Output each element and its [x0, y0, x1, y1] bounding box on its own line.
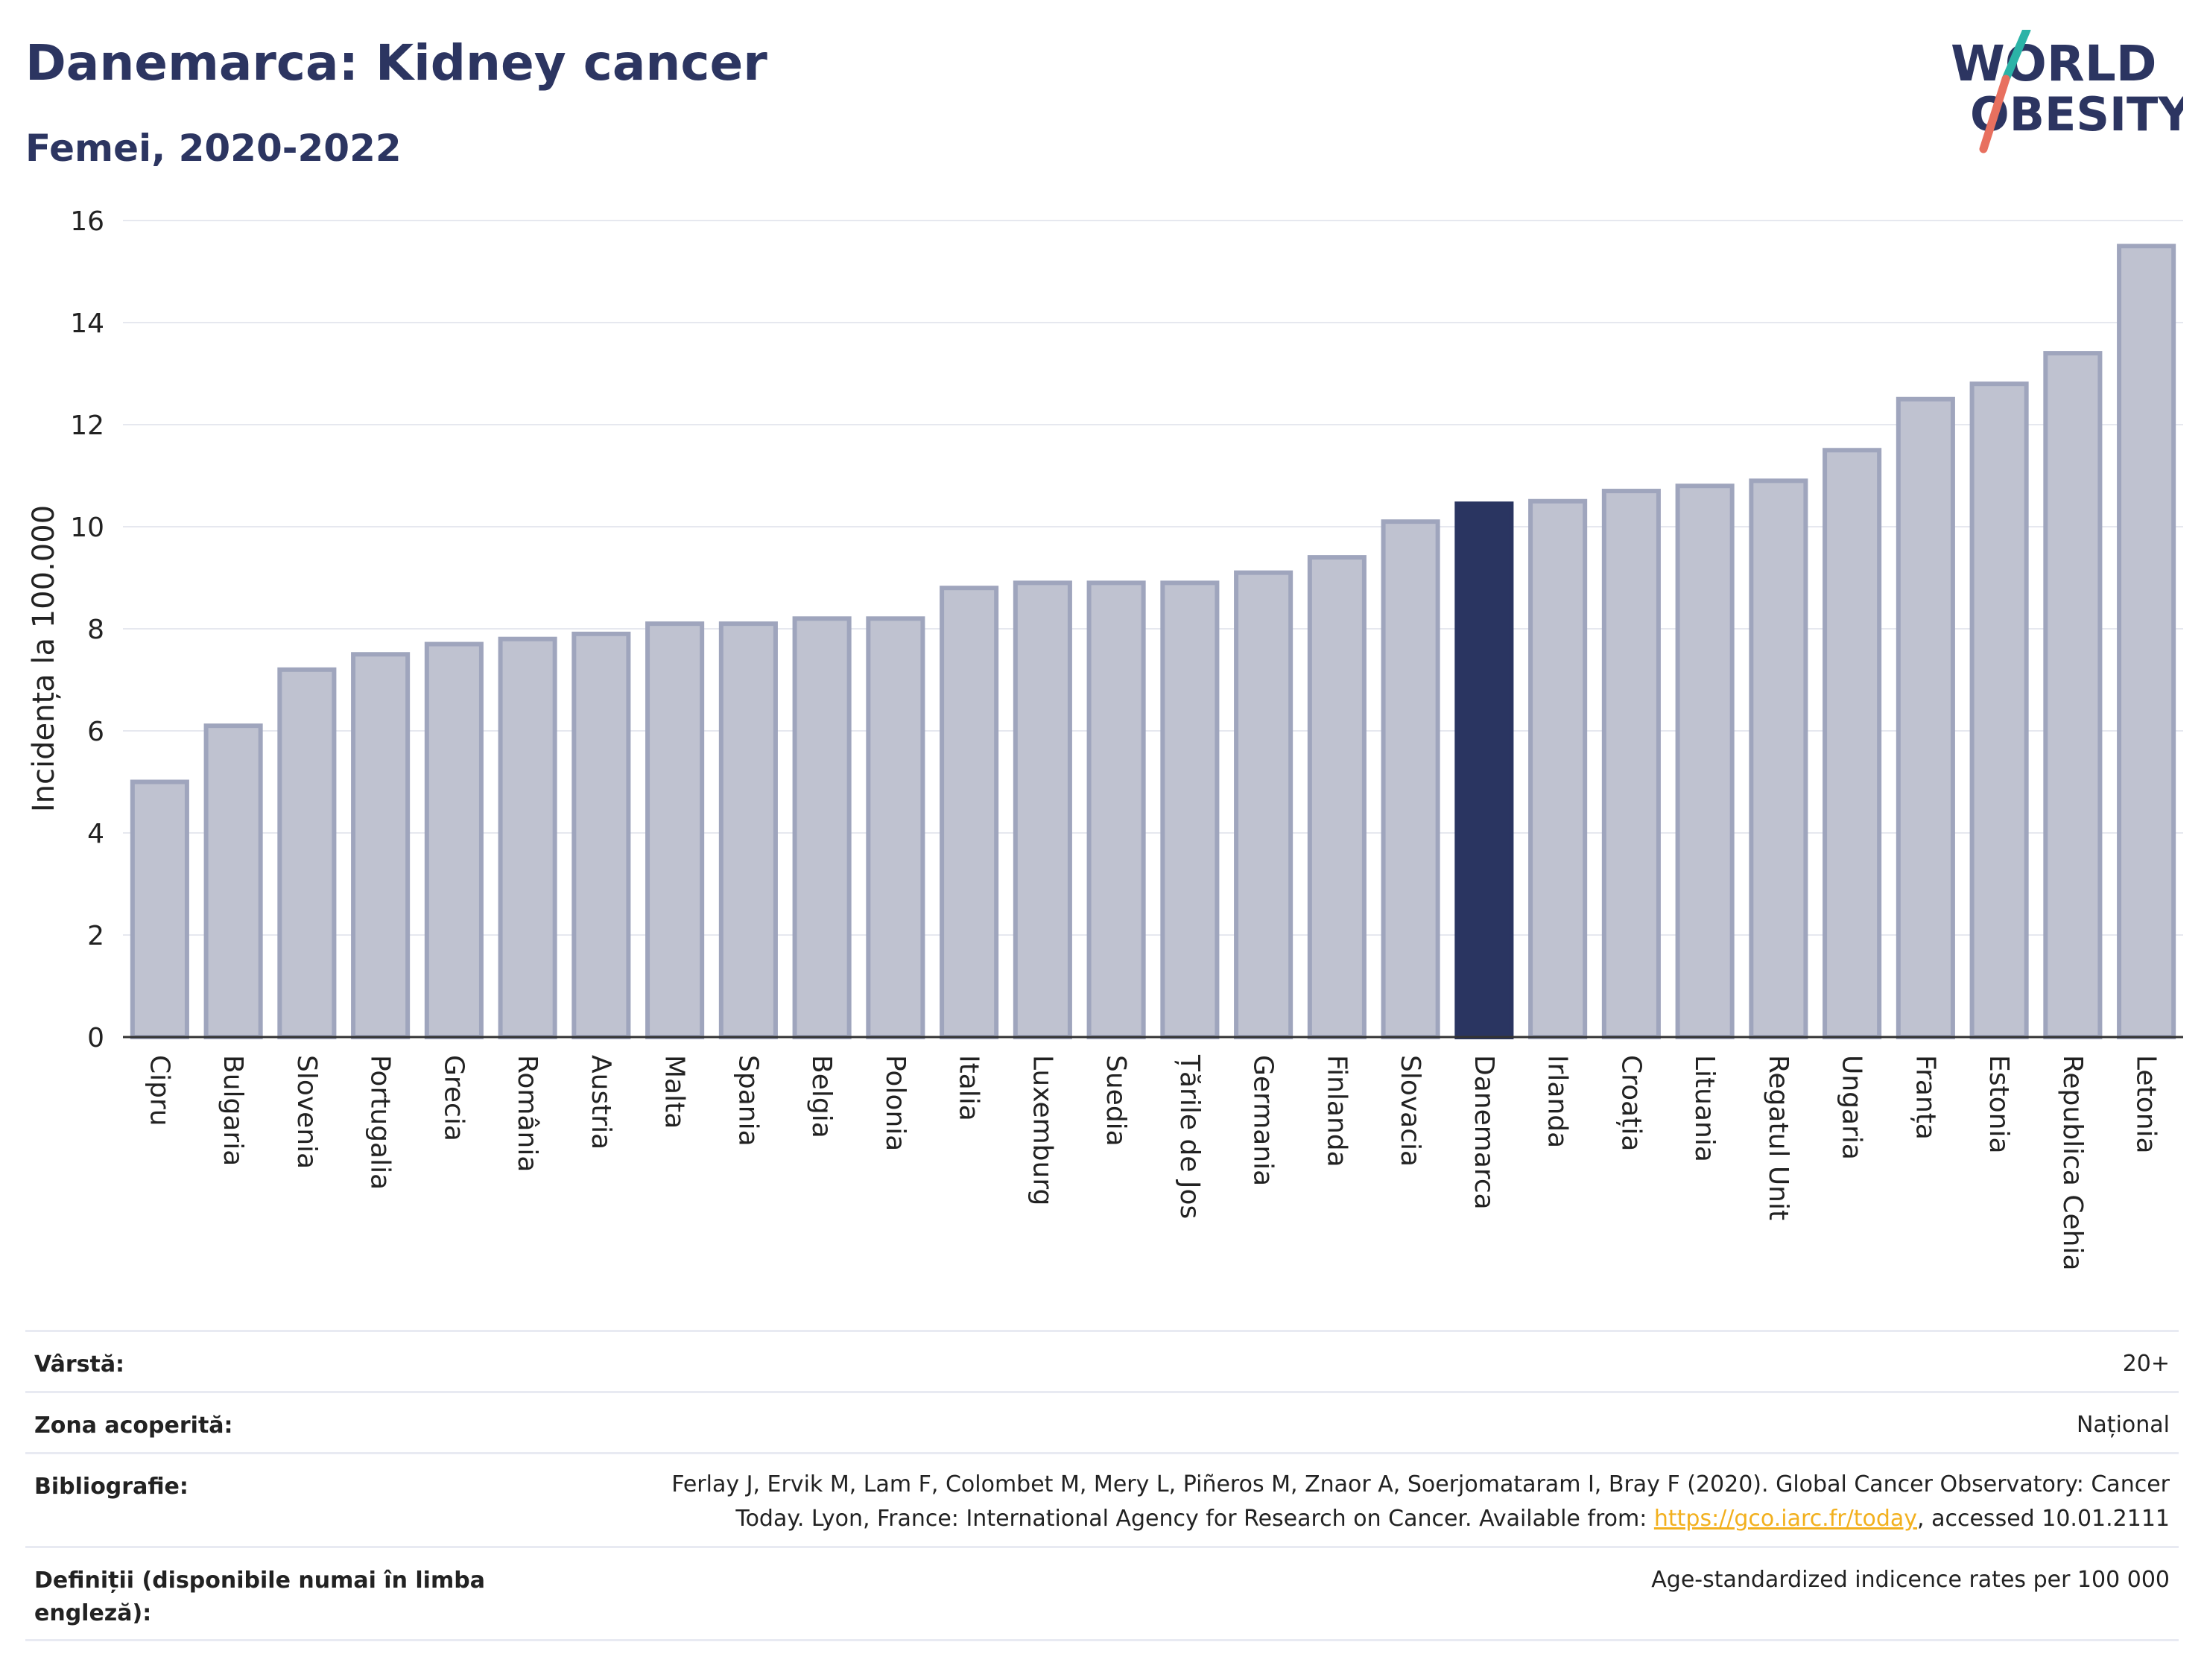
logo-slash-coral: [1979, 75, 2010, 153]
info-row-area: Zona acoperită: Național: [25, 1391, 2179, 1454]
bar-highlight: [1454, 501, 1514, 1039]
definitions-label: Definiții (disponibile numai în limba en…: [34, 1565, 485, 1630]
bar: [940, 586, 999, 1039]
x-tick-label: Irlanda: [1542, 1055, 1573, 1148]
x-tick-label: Estonia: [1983, 1055, 2014, 1154]
x-tick-label: Cipru: [144, 1055, 174, 1126]
y-tick-label: 14: [70, 308, 104, 339]
bar: [645, 621, 705, 1039]
bar: [571, 631, 631, 1039]
bibliography-line-2: Today. Lyon, France: International Agenc…: [307, 1502, 2170, 1536]
x-tick-label: Belgia: [806, 1055, 837, 1138]
page-subtitle: Femei, 2020-2022: [25, 127, 402, 170]
y-tick-label: 12: [70, 411, 104, 441]
x-tick-label: Malta: [659, 1055, 690, 1129]
x-tick-label: Danemarca: [1469, 1055, 1499, 1210]
bar-chart: 0 2 4 6 8 10 12 14 16 Incidența la 100.000 Cipru Bu…: [27, 206, 2183, 1271]
x-tick-label: Letonia: [2131, 1055, 2162, 1154]
definitions-value: Age-standardized indicence rates per 100…: [1651, 1567, 2170, 1593]
x-tick-label: Spania: [732, 1055, 763, 1147]
x-tick-label: Italia: [954, 1055, 984, 1121]
bar: [1381, 519, 1440, 1039]
x-tick-label: Ungaria: [1837, 1055, 1867, 1160]
bar: [1969, 381, 2029, 1039]
bibliography-line-1: Ferlay J, Ervik M, Lam F, Colombet M, Me…: [671, 1471, 2170, 1497]
x-tick-label: Slovacia: [1395, 1055, 1425, 1167]
bar: [130, 779, 189, 1039]
age-value: 20+: [2122, 1351, 2170, 1377]
info-row-age: Vârstă: 20+: [25, 1330, 2179, 1393]
bar: [498, 636, 557, 1039]
x-tick-label: Lituania: [1689, 1055, 1720, 1162]
bibliography-text: Today. Lyon, France: International Agenc…: [735, 1506, 1654, 1532]
y-tick-label: 6: [87, 717, 104, 747]
y-tick-label: 16: [70, 206, 104, 237]
bar: [424, 641, 484, 1039]
x-tick-label: Luxemburg: [1027, 1055, 1057, 1205]
bar: [1896, 396, 1955, 1039]
world-obesity-logo: WORLD OBESITY: [1951, 30, 2183, 153]
info-row-definitions: Definiții (disponibile numai în limba en…: [25, 1546, 2179, 1641]
bar: [1675, 484, 1735, 1039]
bar: [351, 652, 411, 1039]
x-tick-label: Germania: [1248, 1055, 1279, 1186]
bar: [1160, 580, 1220, 1039]
bar: [718, 621, 778, 1039]
definitions-label-line-1: Definiții (disponibile numai în limba: [34, 1568, 485, 1594]
x-tick-label: Austria: [586, 1055, 616, 1150]
bibliography-accessed: , accessed 10.01.2111: [1917, 1506, 2170, 1532]
page-title: Danemarca: Kidney cancer: [25, 34, 767, 92]
x-tick-label: Croația: [1615, 1055, 1646, 1151]
bar: [1307, 555, 1367, 1039]
bar: [1528, 498, 1588, 1039]
bar: [1013, 580, 1072, 1039]
x-tick-label: România: [512, 1055, 542, 1172]
bar: [2117, 244, 2176, 1039]
logo-text-obesity: OBESITY: [1970, 87, 2183, 142]
bar: [792, 616, 852, 1039]
logo-text-world: WORLD: [1951, 35, 2157, 92]
age-label: Vârstă:: [34, 1351, 125, 1378]
y-tick-label: 10: [70, 513, 104, 543]
x-tick-label: Republica Cehia: [2057, 1055, 2088, 1271]
bibliography-link[interactable]: https://gco.iarc.fr/today: [1653, 1506, 1918, 1532]
bar: [1823, 448, 1882, 1039]
x-tick-label: Finlanda: [1321, 1055, 1352, 1167]
bar: [1601, 489, 1661, 1039]
bar: [866, 616, 925, 1039]
x-tick-label: Bulgaria: [218, 1055, 248, 1166]
y-tick-label: 4: [87, 819, 104, 849]
area-value: Național: [2076, 1412, 2170, 1438]
area-label: Zona acoperită:: [34, 1413, 233, 1439]
y-tick-label: 2: [87, 921, 104, 951]
y-tick-label: 0: [87, 1023, 104, 1053]
x-tick-label: Slovenia: [291, 1055, 322, 1169]
x-tick-label: Suedia: [1101, 1055, 1131, 1147]
bibliography-value: Ferlay J, Ervik M, Lam F, Colombet M, Me…: [307, 1468, 2170, 1536]
bar: [2043, 351, 2103, 1040]
x-tick-label: Portugalia: [365, 1055, 396, 1190]
y-axis-title: Incidența la 100.000: [27, 505, 61, 812]
bibliography-label: Bibliografie:: [34, 1474, 189, 1500]
bar: [1234, 570, 1293, 1039]
y-tick-label: 8: [87, 615, 104, 645]
bar: [1749, 478, 1808, 1039]
info-row-bibliography: Bibliografie: Ferlay J, Ervik M, Lam F, …: [25, 1452, 2179, 1548]
x-tick-label: Grecia: [438, 1055, 469, 1141]
bar: [277, 667, 337, 1039]
x-tick-label: Regatul Unit: [1763, 1055, 1793, 1220]
bar: [203, 723, 263, 1040]
x-tick-label: Franța: [1910, 1055, 1940, 1140]
definitions-label-line-2: engleză):: [34, 1600, 152, 1626]
logo-slash-teal: [2001, 30, 2031, 83]
x-tick-label: Țările de Jos: [1174, 1054, 1205, 1219]
x-tick-label: Polonia: [880, 1055, 911, 1151]
bar: [1086, 580, 1146, 1039]
